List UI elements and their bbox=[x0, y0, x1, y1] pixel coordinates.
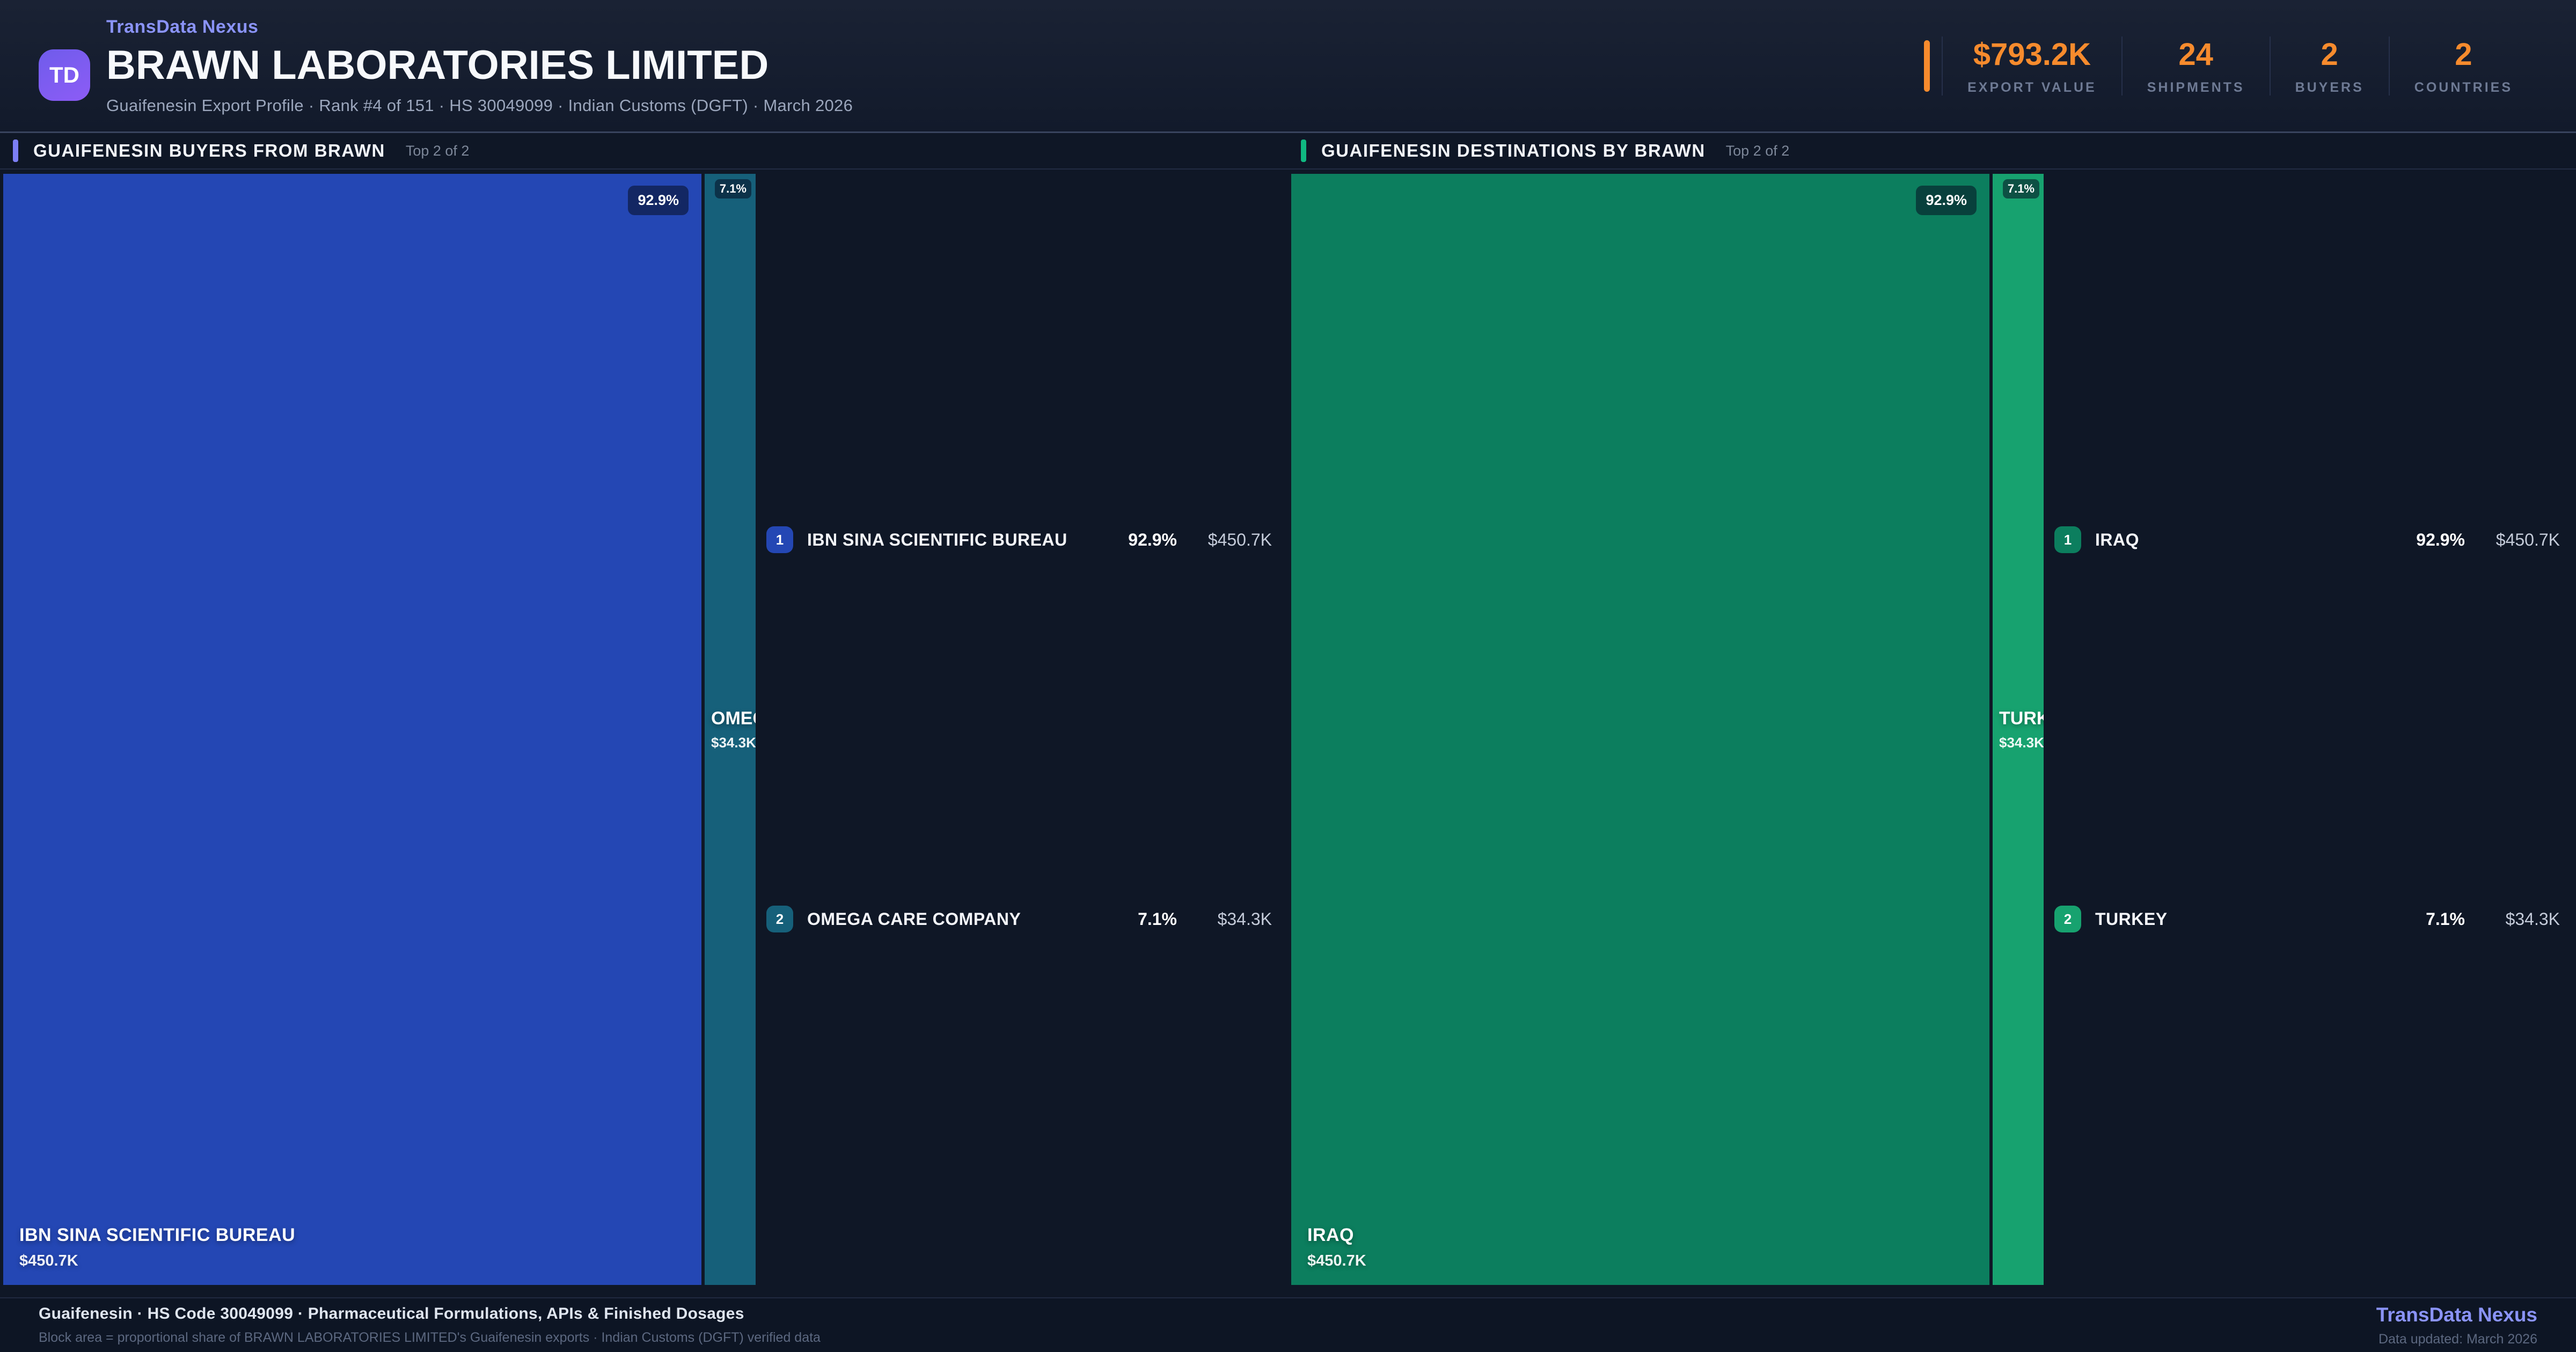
stat-export-value-number: $793.2K bbox=[1973, 36, 2091, 72]
footer-updated: Data updated: March 2026 bbox=[2378, 1331, 2537, 1347]
block-name: IBN SINA SCIENTIFIC BUREAU bbox=[19, 1225, 296, 1245]
share-badge: 92.9% bbox=[1916, 186, 1977, 215]
treemap-block-ibn-sina[interactable]: 92.9% IBN SINA SCIENTIFIC BUREAU $450.7K bbox=[3, 174, 701, 1285]
panel-buyers-title: GUAIFENESIN BUYERS FROM BRAWN bbox=[33, 141, 385, 160]
block-value: $450.7K bbox=[1307, 1252, 1366, 1269]
stat-shipments: 24 SHIPMENTS bbox=[2121, 36, 2270, 95]
footer-right: TransData Nexus Data updated: March 2026 bbox=[2376, 1304, 2537, 1347]
share-badge: 92.9% bbox=[628, 186, 689, 215]
legend-name: OMEGA CARE COMPANY bbox=[807, 909, 1021, 929]
legend-value: $34.3K bbox=[1217, 909, 1272, 929]
rank-badge: 2 bbox=[766, 906, 793, 932]
stat-countries-number: 2 bbox=[2455, 36, 2472, 72]
legend-value: $34.3K bbox=[2505, 909, 2560, 929]
legend-value: $450.7K bbox=[2496, 530, 2560, 549]
legend-row-iraq[interactable]: 1 IRAQ 92.9% $450.7K bbox=[2054, 526, 2560, 553]
treemap-block-iraq[interactable]: 92.9% IRAQ $450.7K bbox=[1291, 174, 1989, 1285]
footer-note: Block area = proportional share of BRAWN… bbox=[39, 1330, 821, 1345]
panel-buyers: GUAIFENESIN BUYERS FROM BRAWN Top 2 of 2… bbox=[0, 133, 1288, 1285]
panel-destinations: GUAIFENESIN DESTINATIONS BY BRAWN Top 2 … bbox=[1288, 133, 2576, 1285]
share-badge: 7.1% bbox=[2002, 179, 2039, 199]
panel-buyers-accent-bar bbox=[13, 139, 18, 162]
panel-buyers-meta: Top 2 of 2 bbox=[405, 142, 470, 159]
legend-row-turkey[interactable]: 2 TURKEY 7.1% $34.3K bbox=[2054, 906, 2560, 932]
legend-name: IBN SINA SCIENTIFIC BUREAU bbox=[807, 530, 1067, 549]
stat-buyers: 2 BUYERS bbox=[2269, 36, 2389, 95]
stat-export-value-label: EXPORT VALUE bbox=[1967, 79, 2097, 95]
panel-destinations-title: GUAIFENESIN DESTINATIONS BY BRAWN bbox=[1321, 141, 1706, 160]
legend-name: IRAQ bbox=[2095, 530, 2139, 549]
legend-share: 7.1% bbox=[1138, 909, 1177, 929]
legend-row-ibn-sina[interactable]: 1 IBN SINA SCIENTIFIC BUREAU 92.9% $450.… bbox=[766, 526, 1272, 553]
rank-badge: 1 bbox=[766, 526, 793, 553]
legend-name: TURKEY bbox=[2095, 909, 2168, 929]
block-name: TURKEY bbox=[1999, 708, 2044, 729]
company-subtitle: Guaifenesin Export Profile · Rank #4 of … bbox=[106, 95, 853, 115]
rank-badge: 1 bbox=[2054, 526, 2081, 553]
footer: Guaifenesin · HS Code 30049099 · Pharmac… bbox=[0, 1297, 2576, 1352]
block-label: IBN SINA SCIENTIFIC BUREAU $450.7K bbox=[19, 1225, 295, 1270]
buyers-legend: 1 IBN SINA SCIENTIFIC BUREAU 92.9% $450.… bbox=[756, 174, 1288, 1285]
legend-share: 92.9% bbox=[2416, 530, 2465, 549]
header-stats: $793.2K EXPORT VALUE 24 SHIPMENTS 2 BUYE… bbox=[1924, 36, 2537, 95]
panel-buyers-header: GUAIFENESIN BUYERS FROM BRAWN Top 2 of 2 bbox=[0, 133, 1288, 170]
header-identity: TD TransData Nexus BRAWN LABORATORIES LI… bbox=[39, 17, 853, 115]
stat-buyers-label: BUYERS bbox=[2295, 79, 2364, 95]
destinations-legend: 1 IRAQ 92.9% $450.7K 2 TURKEY 7.1% $34.3… bbox=[2044, 174, 2576, 1285]
block-label: IRAQ $450.7K bbox=[1307, 1225, 1366, 1270]
treemap-block-omega[interactable]: 7.1% OMEGA CARE COMPANY $34.3K bbox=[705, 174, 756, 1285]
header: TD TransData Nexus BRAWN LABORATORIES LI… bbox=[0, 0, 2576, 133]
stat-countries-label: COUNTRIES bbox=[2414, 79, 2513, 95]
panel-destinations-meta: Top 2 of 2 bbox=[1725, 142, 1790, 159]
panel-destinations-body: 92.9% IRAQ $450.7K 7.1% TURKEY $34.3K bbox=[1288, 170, 2576, 1285]
destinations-treemap: 92.9% IRAQ $450.7K 7.1% TURKEY $34.3K bbox=[1291, 174, 2044, 1285]
header-text-block: TransData Nexus BRAWN LABORATORIES LIMIT… bbox=[106, 17, 853, 115]
buyers-treemap: 92.9% IBN SINA SCIENTIFIC BUREAU $450.7K… bbox=[3, 174, 756, 1285]
rank-badge: 2 bbox=[2054, 906, 2081, 932]
company-title: BRAWN LABORATORIES LIMITED bbox=[106, 42, 769, 88]
legend-row-omega[interactable]: 2 OMEGA CARE COMPANY 7.1% $34.3K bbox=[766, 906, 1272, 932]
brand-name: TransData Nexus bbox=[106, 16, 259, 37]
app-logo: TD bbox=[39, 49, 90, 101]
panel-destinations-accent-bar bbox=[1301, 139, 1306, 162]
share-badge: 7.1% bbox=[714, 179, 751, 199]
legend-share: 92.9% bbox=[1128, 530, 1177, 549]
main-content: GUAIFENESIN BUYERS FROM BRAWN Top 2 of 2… bbox=[0, 133, 2576, 1285]
legend-share: 7.1% bbox=[2426, 909, 2465, 929]
stats-accent-bar bbox=[1924, 40, 1930, 92]
block-value: $450.7K bbox=[19, 1252, 78, 1269]
stat-countries: 2 COUNTRIES bbox=[2388, 36, 2537, 95]
stat-buyers-number: 2 bbox=[2321, 36, 2338, 72]
block-value: $34.3K bbox=[711, 734, 756, 751]
panel-destinations-header: GUAIFENESIN DESTINATIONS BY BRAWN Top 2 … bbox=[1288, 133, 2576, 170]
footer-brand: TransData Nexus bbox=[2376, 1303, 2537, 1326]
panel-buyers-body: 92.9% IBN SINA SCIENTIFIC BUREAU $450.7K… bbox=[0, 170, 1288, 1285]
block-label: OMEGA CARE COMPANY $34.3K bbox=[711, 708, 756, 751]
footer-product-line: Guaifenesin · HS Code 30049099 · Pharmac… bbox=[39, 1305, 744, 1322]
legend-value: $450.7K bbox=[1208, 530, 1272, 549]
block-name: IRAQ bbox=[1307, 1225, 1354, 1245]
footer-left: Guaifenesin · HS Code 30049099 · Pharmac… bbox=[39, 1305, 821, 1346]
treemap-block-turkey[interactable]: 7.1% TURKEY $34.3K bbox=[1993, 174, 2044, 1285]
block-value: $34.3K bbox=[1999, 734, 2044, 751]
stat-export-value: $793.2K EXPORT VALUE bbox=[1942, 36, 2121, 95]
block-name: OMEGA CARE COMPANY bbox=[711, 708, 756, 729]
block-label: TURKEY $34.3K bbox=[1999, 708, 2044, 751]
stat-shipments-label: SHIPMENTS bbox=[2147, 79, 2245, 95]
stat-shipments-number: 24 bbox=[2178, 36, 2213, 72]
